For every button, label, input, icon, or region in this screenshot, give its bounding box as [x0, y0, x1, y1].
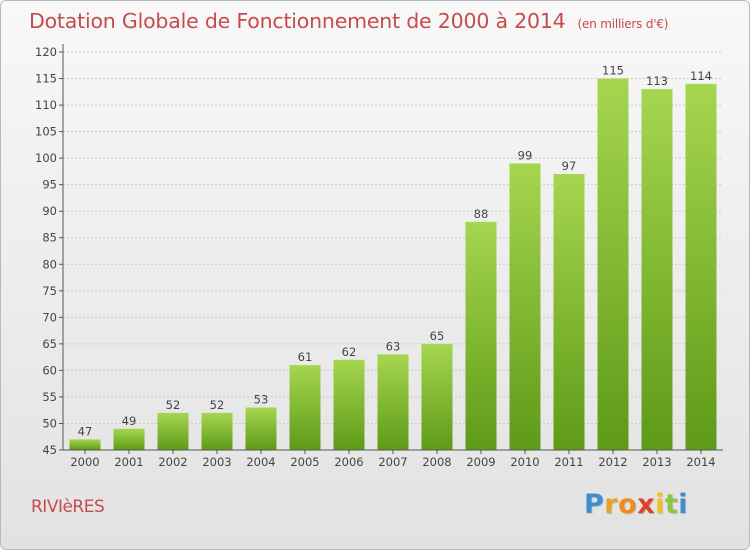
x-tick-label: 2008	[422, 455, 451, 469]
y-tick-label: 120	[35, 45, 57, 59]
x-tick-label: 2011	[554, 455, 583, 469]
data-label: 61	[298, 350, 313, 364]
x-tick-label: 2013	[642, 455, 671, 469]
commune-name: RIVIèRES	[31, 497, 105, 517]
bar-2011	[553, 174, 585, 450]
bar-2009	[465, 221, 497, 450]
logo-letter: o	[618, 489, 638, 520]
data-label: 52	[210, 398, 225, 412]
data-label: 97	[562, 159, 577, 173]
y-tick-label: 115	[35, 72, 57, 86]
y-tick-label: 65	[42, 337, 57, 351]
x-tick-label: 2010	[510, 455, 539, 469]
data-label: 115	[602, 64, 624, 78]
title-text: Dotation Globale de Fonctionnement de 20…	[29, 9, 566, 33]
bar-2010	[509, 163, 541, 450]
data-label: 114	[690, 69, 712, 83]
proxiti-logo: Proxiti	[584, 489, 688, 520]
chart-title: Dotation Globale de Fonctionnement de 20…	[29, 9, 668, 33]
y-tick-label: 55	[42, 390, 57, 404]
unit-label: (en milliers d'€)	[577, 17, 669, 31]
data-label: 52	[166, 398, 181, 412]
data-label: 88	[474, 207, 489, 221]
bar-2002	[157, 412, 189, 450]
y-tick-label: 80	[42, 257, 57, 271]
bar-2000	[69, 439, 101, 450]
data-label: 53	[254, 393, 269, 407]
bar-2001	[113, 428, 145, 450]
y-tick-label: 85	[42, 231, 57, 245]
bar-2003	[201, 412, 233, 450]
x-tick-label: 2012	[598, 455, 627, 469]
logo-letter: x	[637, 489, 656, 520]
bar-2004	[245, 407, 277, 450]
y-tick-label: 70	[42, 310, 57, 324]
y-tick-label: 95	[42, 178, 57, 192]
bar-2005	[289, 365, 321, 450]
x-tick-label: 2014	[686, 455, 715, 469]
x-tick-label: 2007	[378, 455, 407, 469]
y-tick-label: 60	[42, 363, 57, 377]
y-tick-label: 100	[35, 151, 57, 165]
bar-2014	[685, 83, 717, 450]
bar-2013	[641, 89, 673, 450]
axes: 45 50 55 60 65 70 75 80 85 90 95 100 105 110 115 120 200…	[35, 44, 723, 469]
x-tick-label: 2001	[114, 455, 143, 469]
data-label: 49	[122, 414, 137, 428]
y-tick-label: 110	[35, 98, 57, 112]
x-tick-label: 2004	[246, 455, 275, 469]
y-tick-label: 75	[42, 284, 57, 298]
bar-2006	[333, 359, 365, 450]
logo-letter: i	[655, 489, 665, 520]
data-label: 99	[518, 148, 533, 162]
x-tick-label: 2003	[202, 455, 231, 469]
y-tick-label: 50	[42, 416, 57, 430]
logo-letter: i	[678, 489, 689, 520]
logo-letter: P	[584, 489, 605, 520]
data-label: 62	[342, 345, 357, 359]
y-tick-label: 45	[42, 443, 57, 457]
x-tick-label: 2009	[466, 455, 495, 469]
x-tick-label: 2000	[70, 455, 99, 469]
y-tick-label: 90	[42, 204, 57, 218]
data-label: 113	[646, 74, 668, 88]
x-tick-label: 2002	[158, 455, 187, 469]
data-label: 65	[430, 329, 445, 343]
logo-letter: t	[664, 489, 679, 520]
bar-2007	[377, 354, 409, 450]
logo-letter: r	[604, 489, 619, 520]
bar-2012	[597, 78, 629, 451]
y-tick-label: 105	[35, 125, 57, 139]
data-label: 47	[78, 424, 93, 438]
data-label: 63	[386, 339, 401, 353]
bar-2008	[421, 343, 453, 450]
x-tick-label: 2005	[290, 455, 319, 469]
x-tick-label: 2006	[334, 455, 363, 469]
bars: 47 49 52 52 53 61 62 63 65 88 99 97 115 113 114	[69, 64, 717, 451]
